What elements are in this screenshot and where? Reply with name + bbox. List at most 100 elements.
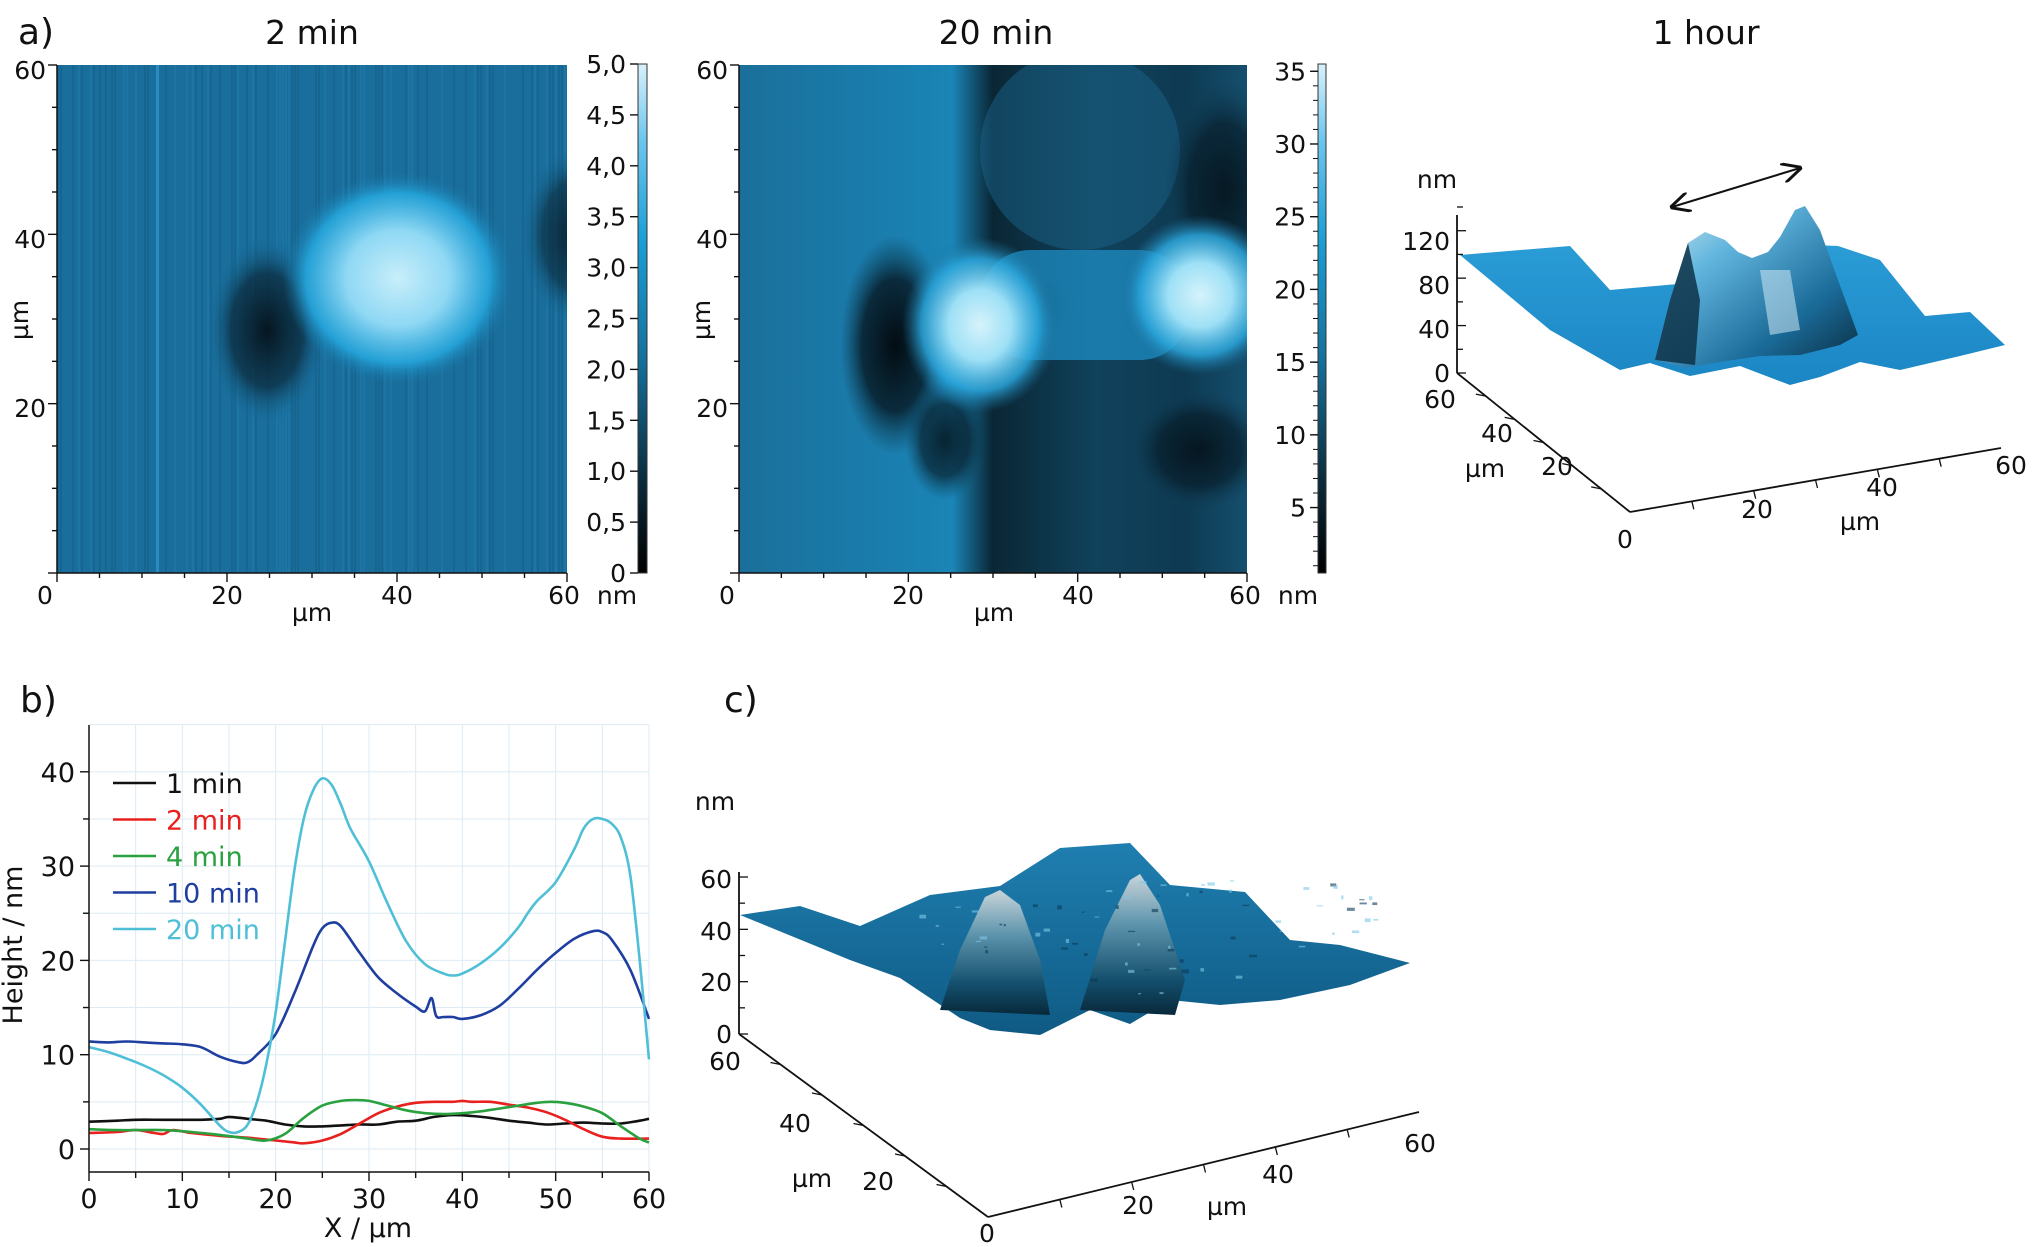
y-axis-label: µm <box>5 300 34 340</box>
scan-stripe <box>114 65 116 573</box>
scan-stripe <box>201 65 203 573</box>
z-axis-label: nm <box>1417 165 1457 194</box>
surface-peak <box>940 890 1050 1015</box>
colorbar-tick-label: 2,0 <box>586 355 626 384</box>
legend: 1 min 2 min 4 min 10 min 20 min <box>113 769 260 946</box>
scan-stripe <box>522 65 524 573</box>
y-tick-label: 20 <box>41 946 75 977</box>
ridge-shadow <box>1655 243 1700 365</box>
y-tick-label: 60 <box>14 56 46 85</box>
heatmap-title: 2 min <box>265 13 359 52</box>
y-tick-label: 20 <box>1541 452 1573 481</box>
texture-speck <box>999 923 1002 926</box>
y-tick-label: 20 <box>862 1167 894 1196</box>
y-tick <box>1591 486 1602 490</box>
x-tick-label: 20 <box>1741 495 1773 524</box>
axis-ticks <box>48 64 568 582</box>
series-line-1-min <box>89 1113 650 1128</box>
colorbar-tick-label: 10 <box>1274 421 1306 450</box>
x-axis-label: X / µm <box>324 1213 412 1244</box>
y-tick <box>936 1183 947 1188</box>
x-tick <box>1938 458 1942 467</box>
dark-spot <box>1130 390 1247 510</box>
scan-stripe <box>99 65 101 573</box>
x-tick-label: 40 <box>1866 473 1898 502</box>
y-axis-label: Height / nm <box>0 866 29 1025</box>
panel-label-b: b) <box>20 680 57 721</box>
texture-speck <box>1275 920 1282 923</box>
texture-speck <box>1201 884 1205 886</box>
z-tick-label: 40 <box>700 917 732 946</box>
x-axis-label: µm <box>1207 1192 1247 1221</box>
y-tick-label: 60 <box>1424 385 1456 414</box>
legend-label: 10 min <box>166 879 260 910</box>
y-tick-label: 30 <box>41 852 75 883</box>
x-tick <box>1753 490 1757 499</box>
y-tick <box>894 1153 906 1157</box>
bright-spot <box>902 237 1058 413</box>
y-tick <box>1475 393 1486 397</box>
scan-stripe <box>123 65 125 573</box>
scan-stripe <box>195 65 197 573</box>
grid <box>89 724 650 1172</box>
scan-stripe <box>135 65 137 573</box>
texture-speck <box>1279 930 1282 932</box>
texture-speck <box>1316 905 1323 907</box>
scan-stripe <box>105 65 107 573</box>
colorbar-tick-label: 0,5 <box>586 508 626 537</box>
x-tick-label: 60 <box>1995 451 2027 480</box>
x-tick <box>1274 1146 1278 1156</box>
colorbar-ticks: 0 0,5 1,0 1,5 2,0 2,5 3,0 3,5 4,0 4,5 5,0 <box>586 50 638 588</box>
y-tick-label: 0 <box>58 1135 75 1166</box>
legend-label: 2 min <box>166 806 243 837</box>
surface-title: 1 hour <box>1652 13 1760 52</box>
series-line-10-min <box>89 921 651 1065</box>
texture-speck <box>1373 918 1379 921</box>
texture-speck <box>1346 907 1355 911</box>
x-tick-label: 20 <box>892 581 924 610</box>
x-tick-label: 60 <box>632 1184 666 1215</box>
scan-stripe <box>186 65 188 573</box>
scan-stripe <box>72 65 74 573</box>
x-tick <box>1059 1199 1063 1208</box>
texture-speck <box>1035 932 1041 937</box>
line-chart-height-profiles: b) 0 10 20 30 40 50 60 0 10 20 30 40 X / µm Height … <box>0 680 666 1244</box>
x-tick-label: 20 <box>211 581 243 610</box>
texture-speck <box>1330 883 1337 887</box>
y-tick-label: 40 <box>41 758 75 789</box>
y-tick-label: 40 <box>779 1109 811 1138</box>
dark-spot <box>520 145 567 325</box>
scan-stripe <box>90 65 92 573</box>
series-line-20-min <box>89 776 651 1135</box>
x-tick-label: 20 <box>1122 1191 1154 1220</box>
colorbar-tick-label: 30 <box>1274 130 1306 159</box>
x-tick-label: 60 <box>1404 1129 1436 1158</box>
axis-ticks <box>730 64 1248 582</box>
axis-ticks: 0 10 20 30 40 50 60 0 10 20 30 40 <box>41 758 667 1215</box>
texture-speck <box>1249 954 1257 958</box>
texture-speck <box>1351 930 1360 934</box>
texture-speck <box>1368 896 1373 901</box>
texture-speck <box>1061 947 1069 950</box>
texture-speck <box>1235 975 1243 979</box>
texture-speck <box>1128 930 1136 933</box>
texture-speck <box>1043 928 1051 932</box>
colorbar-tick-label: 1,5 <box>586 406 626 435</box>
colorbar-tick-label: 4,0 <box>586 152 626 181</box>
texture-speck <box>1081 911 1085 913</box>
texture-speck <box>971 910 980 913</box>
texture-speck <box>1160 884 1167 887</box>
colorbar-tick-label: 5 <box>1290 494 1306 523</box>
axis-ticks <box>1457 206 1942 510</box>
texture-speck <box>1106 890 1113 893</box>
texture-speck <box>919 914 927 919</box>
scan-stripe <box>111 65 113 573</box>
x-tick-label: 60 <box>1229 581 1261 610</box>
texture-speck <box>1124 962 1128 966</box>
x-tick <box>1346 1129 1350 1138</box>
texture-speck <box>1072 942 1079 945</box>
scan-stripe <box>165 65 167 573</box>
double-arrow-annotation <box>1672 168 1800 207</box>
colorbar-tick-label: 35 <box>1274 57 1306 86</box>
surface-3d-1hour: 1 hour nm 0 40 80 120 60 40 20 µm 0 20 4… <box>1402 13 2027 554</box>
